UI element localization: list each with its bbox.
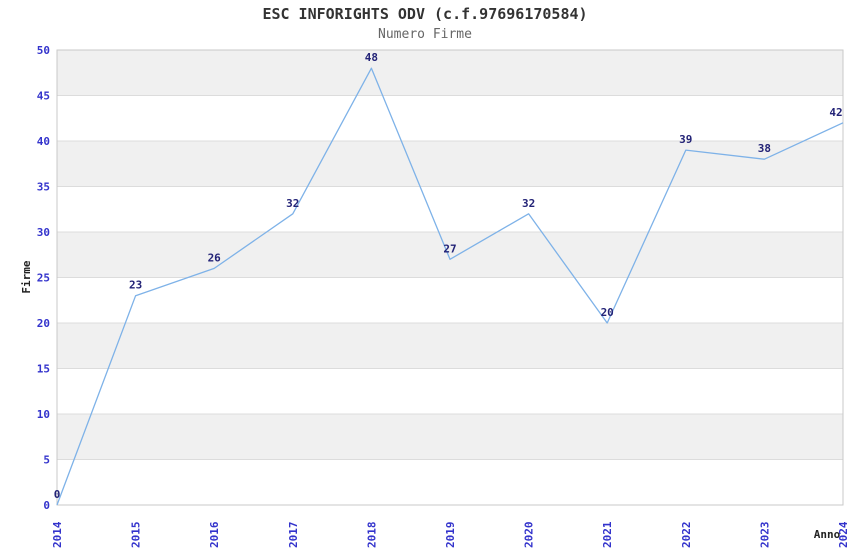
grid-band bbox=[57, 323, 843, 369]
data-label: 27 bbox=[443, 242, 456, 255]
y-tick-label: 20 bbox=[37, 317, 50, 330]
y-tick-label: 10 bbox=[37, 408, 50, 421]
y-tick-label: 45 bbox=[37, 90, 50, 103]
chart-title: ESC INFORIGHTS ODV (c.f.97696170584) bbox=[262, 5, 588, 23]
x-tick-label: 2019 bbox=[444, 522, 457, 549]
x-tick-label: 2021 bbox=[601, 521, 614, 548]
data-label: 20 bbox=[601, 306, 614, 319]
y-tick-label: 15 bbox=[37, 363, 50, 376]
x-tick-label: 2024 bbox=[837, 521, 850, 548]
y-tick-label: 0 bbox=[43, 499, 50, 512]
y-tick-label: 40 bbox=[37, 135, 50, 148]
x-tick-label: 2022 bbox=[680, 522, 693, 549]
grid-band bbox=[57, 414, 843, 460]
data-label: 38 bbox=[758, 142, 771, 155]
x-axis-title: Anno bbox=[814, 528, 841, 541]
y-tick-label: 50 bbox=[37, 44, 50, 57]
y-tick-label: 25 bbox=[37, 272, 50, 285]
data-label: 32 bbox=[522, 197, 535, 210]
chart-layers: 0 5 10 15 20 25 30 35 40 45 50 2014 2015 2016 2017 2018… bbox=[37, 44, 850, 548]
x-tick-label: 2017 bbox=[287, 522, 300, 549]
grid-band bbox=[57, 232, 843, 278]
y-tick-label: 5 bbox=[43, 454, 50, 467]
x-tick-label: 2015 bbox=[130, 522, 143, 549]
data-label: 48 bbox=[365, 51, 378, 64]
data-label: 39 bbox=[679, 133, 692, 146]
chart-subtitle: Numero Firme bbox=[378, 27, 472, 42]
x-tick-label: 2014 bbox=[51, 521, 64, 548]
grid-band bbox=[57, 141, 843, 187]
plot-border bbox=[56, 49, 844, 506]
data-label: 32 bbox=[286, 197, 299, 210]
data-label: 23 bbox=[129, 279, 142, 292]
chart-line bbox=[56, 67, 844, 506]
data-label: 26 bbox=[208, 251, 222, 264]
data-label: 0 bbox=[54, 488, 61, 501]
y-axis-title: Firme bbox=[20, 260, 33, 293]
y-tick-label: 30 bbox=[37, 226, 50, 239]
grid-band bbox=[57, 50, 843, 96]
x-tick-label: 2016 bbox=[208, 521, 221, 548]
x-tick-label: 2020 bbox=[523, 522, 536, 549]
y-tick-label: 35 bbox=[37, 181, 50, 194]
x-tick-label: 2018 bbox=[365, 522, 378, 549]
x-tick-label: 2023 bbox=[758, 522, 771, 549]
data-label: 42 bbox=[829, 106, 842, 119]
